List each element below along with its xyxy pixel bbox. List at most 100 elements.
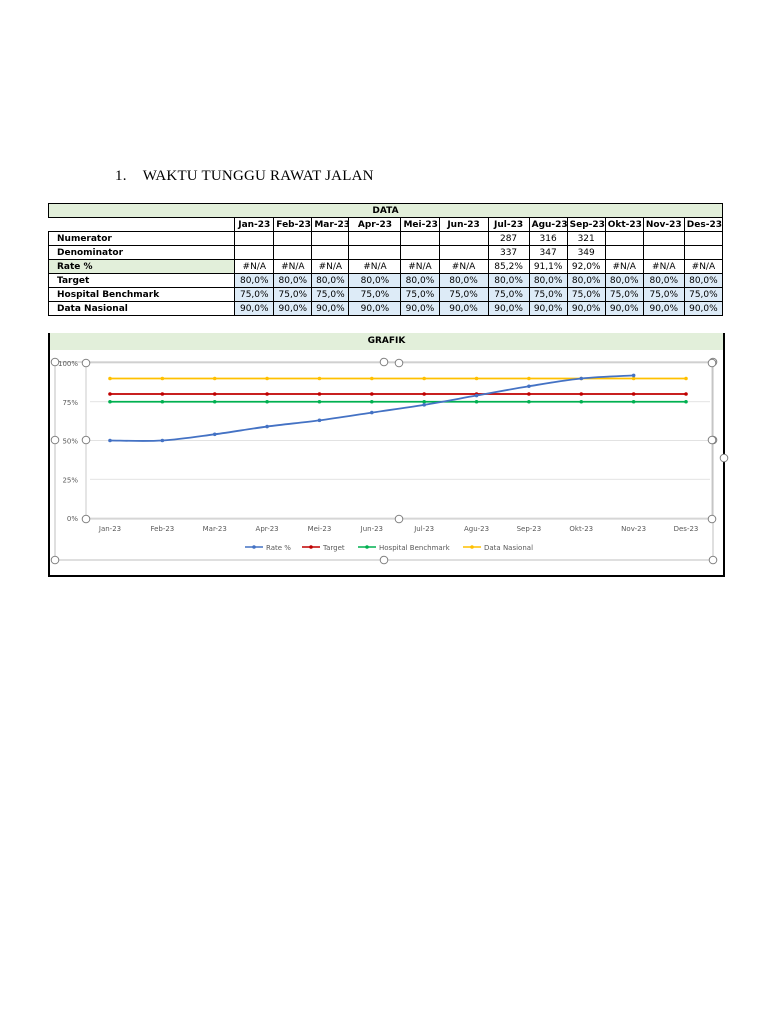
data-point-hospital-benchmark [212, 399, 217, 404]
line-chart[interactable]: 0% 25% 50% 75% 100% Jan-23 Feb-23 Mar-23 Apr-23 M… [0, 0, 768, 600]
resize-handle[interactable] [719, 453, 729, 463]
table-cell: 80,0% [487, 273, 530, 288]
data-point-target [160, 392, 165, 396]
data-point-target [527, 392, 531, 396]
data-point-rate [474, 393, 479, 398]
data-point-target [370, 392, 374, 396]
resize-handle[interactable] [707, 358, 717, 368]
table-cell: 75,0% [642, 287, 685, 302]
data-point-rate [527, 384, 531, 389]
data-point-data-nasional [474, 376, 479, 381]
legend-label: Data Nasional [484, 544, 533, 552]
resize-handle[interactable] [50, 357, 60, 367]
legend-label: Target [322, 544, 345, 552]
x-tick-label: Mar-23 [203, 525, 227, 533]
resize-handle[interactable] [50, 435, 60, 445]
table-cell: 90,0% [683, 301, 724, 316]
table-cell: 80,0% [683, 273, 724, 288]
data-point-rate [212, 432, 217, 437]
chart-title: GRAFIK [50, 333, 723, 350]
legend-marker [365, 545, 369, 549]
resize-handle[interactable] [394, 514, 404, 524]
table-cell: 75,0% [348, 287, 402, 302]
table-cell: 90,0% [438, 301, 489, 316]
section-heading: 1. WAKTU TUNGGU RAWAT JALAN [115, 168, 374, 185]
table-cell: 80,0% [348, 273, 402, 288]
legend-marker [309, 545, 313, 549]
legend-marker [252, 545, 256, 549]
data-point-hospital-benchmark [422, 399, 426, 404]
data-point-data-nasional [370, 376, 374, 381]
resize-handle[interactable] [50, 555, 60, 565]
resize-handle[interactable] [81, 358, 91, 368]
resize-handle[interactable] [708, 555, 718, 565]
table-cell: 75,0% [438, 287, 489, 302]
table-cell: 80,0% [438, 273, 489, 288]
x-tick-label: Jun-23 [360, 525, 383, 533]
data-point-data-nasional [108, 376, 112, 381]
data-point-rate [631, 373, 636, 378]
data-point-target [422, 392, 426, 396]
table-cell: 90,0% [348, 301, 402, 316]
data-point-data-nasional [160, 376, 165, 381]
row-label: Data Nasional [47, 301, 236, 316]
resize-handle[interactable] [707, 514, 717, 524]
section-title: WAKTU TUNGGU RAWAT JALAN [142, 168, 374, 184]
resize-handle[interactable] [394, 358, 404, 368]
data-point-hospital-benchmark [160, 399, 165, 404]
x-tick-label: Des-23 [674, 525, 699, 533]
y-tick-label: 50% [62, 438, 78, 446]
table-cell: 75,0% [566, 287, 606, 302]
resize-handle[interactable] [379, 555, 389, 565]
x-tick-label: Agu-23 [464, 525, 489, 533]
data-point-target [631, 392, 636, 396]
table-cell: 75,0% [311, 287, 350, 302]
table-cell: 80,0% [234, 273, 275, 288]
data-table: DATA Jan-23 Feb-23 Mar-23 Apr-23 Mei-23 Jun-23… [47, 203, 724, 316]
legend-label: Hospital Benchmark [379, 544, 451, 552]
data-point-hospital-benchmark [684, 399, 688, 404]
x-tick-label: Apr-23 [256, 525, 279, 533]
row-label: Rate % [47, 259, 236, 274]
data-point-hospital-benchmark [108, 399, 112, 404]
table-cell: 90,0% [566, 301, 606, 316]
table-cell: 80,0% [400, 273, 440, 288]
x-tick-label: Nov-23 [621, 525, 646, 533]
data-point-data-nasional [631, 376, 636, 381]
table-cell: 90,0% [400, 301, 440, 316]
resize-handle[interactable] [81, 435, 91, 445]
data-point-hospital-benchmark [370, 399, 374, 404]
x-tick-label: Mei-23 [308, 525, 332, 533]
data-point-hospital-benchmark [317, 399, 322, 404]
y-tick-label: 100% [58, 360, 78, 368]
data-point-target [108, 392, 112, 396]
table-row: Target 80,0% 80,0% 80,0% 80,0% 80,0% 80,0% 80,0… [47, 273, 724, 288]
y-tick-label: 75% [62, 399, 78, 407]
data-point-hospital-benchmark [579, 399, 584, 404]
table-cell: 90,0% [528, 301, 568, 316]
data-point-hospital-benchmark [527, 399, 531, 404]
table-cell: 90,0% [311, 301, 350, 316]
resize-handle[interactable] [379, 357, 389, 367]
data-point-target [579, 392, 584, 396]
data-point-rate [422, 403, 426, 407]
y-tick-label: 0% [67, 515, 78, 523]
resize-handle[interactable] [707, 435, 717, 445]
table-cell: 80,0% [566, 273, 606, 288]
data-point-rate [160, 438, 165, 443]
y-tick-label: 25% [62, 476, 78, 484]
data-point-rate [317, 418, 322, 423]
data-point-data-nasional [265, 376, 269, 381]
legend-label: Rate % [266, 544, 291, 552]
table-cell: 90,0% [273, 301, 313, 316]
data-point-rate [108, 438, 112, 443]
table-row: Data Nasional 90,0% 90,0% 90,0% 90,0% 90,0% 90… [47, 301, 724, 316]
x-tick-label: Sep-23 [517, 525, 542, 533]
series-line-rate [109, 374, 634, 442]
resize-handle[interactable] [81, 514, 91, 524]
data-point-target [212, 392, 217, 396]
table-cell: 80,0% [311, 273, 350, 288]
table-cell: 90,0% [487, 301, 530, 316]
data-point-rate [579, 376, 584, 381]
table-row: Hospital Benchmark 75,0% 75,0% 75,0% 75,0% 75… [47, 287, 724, 302]
